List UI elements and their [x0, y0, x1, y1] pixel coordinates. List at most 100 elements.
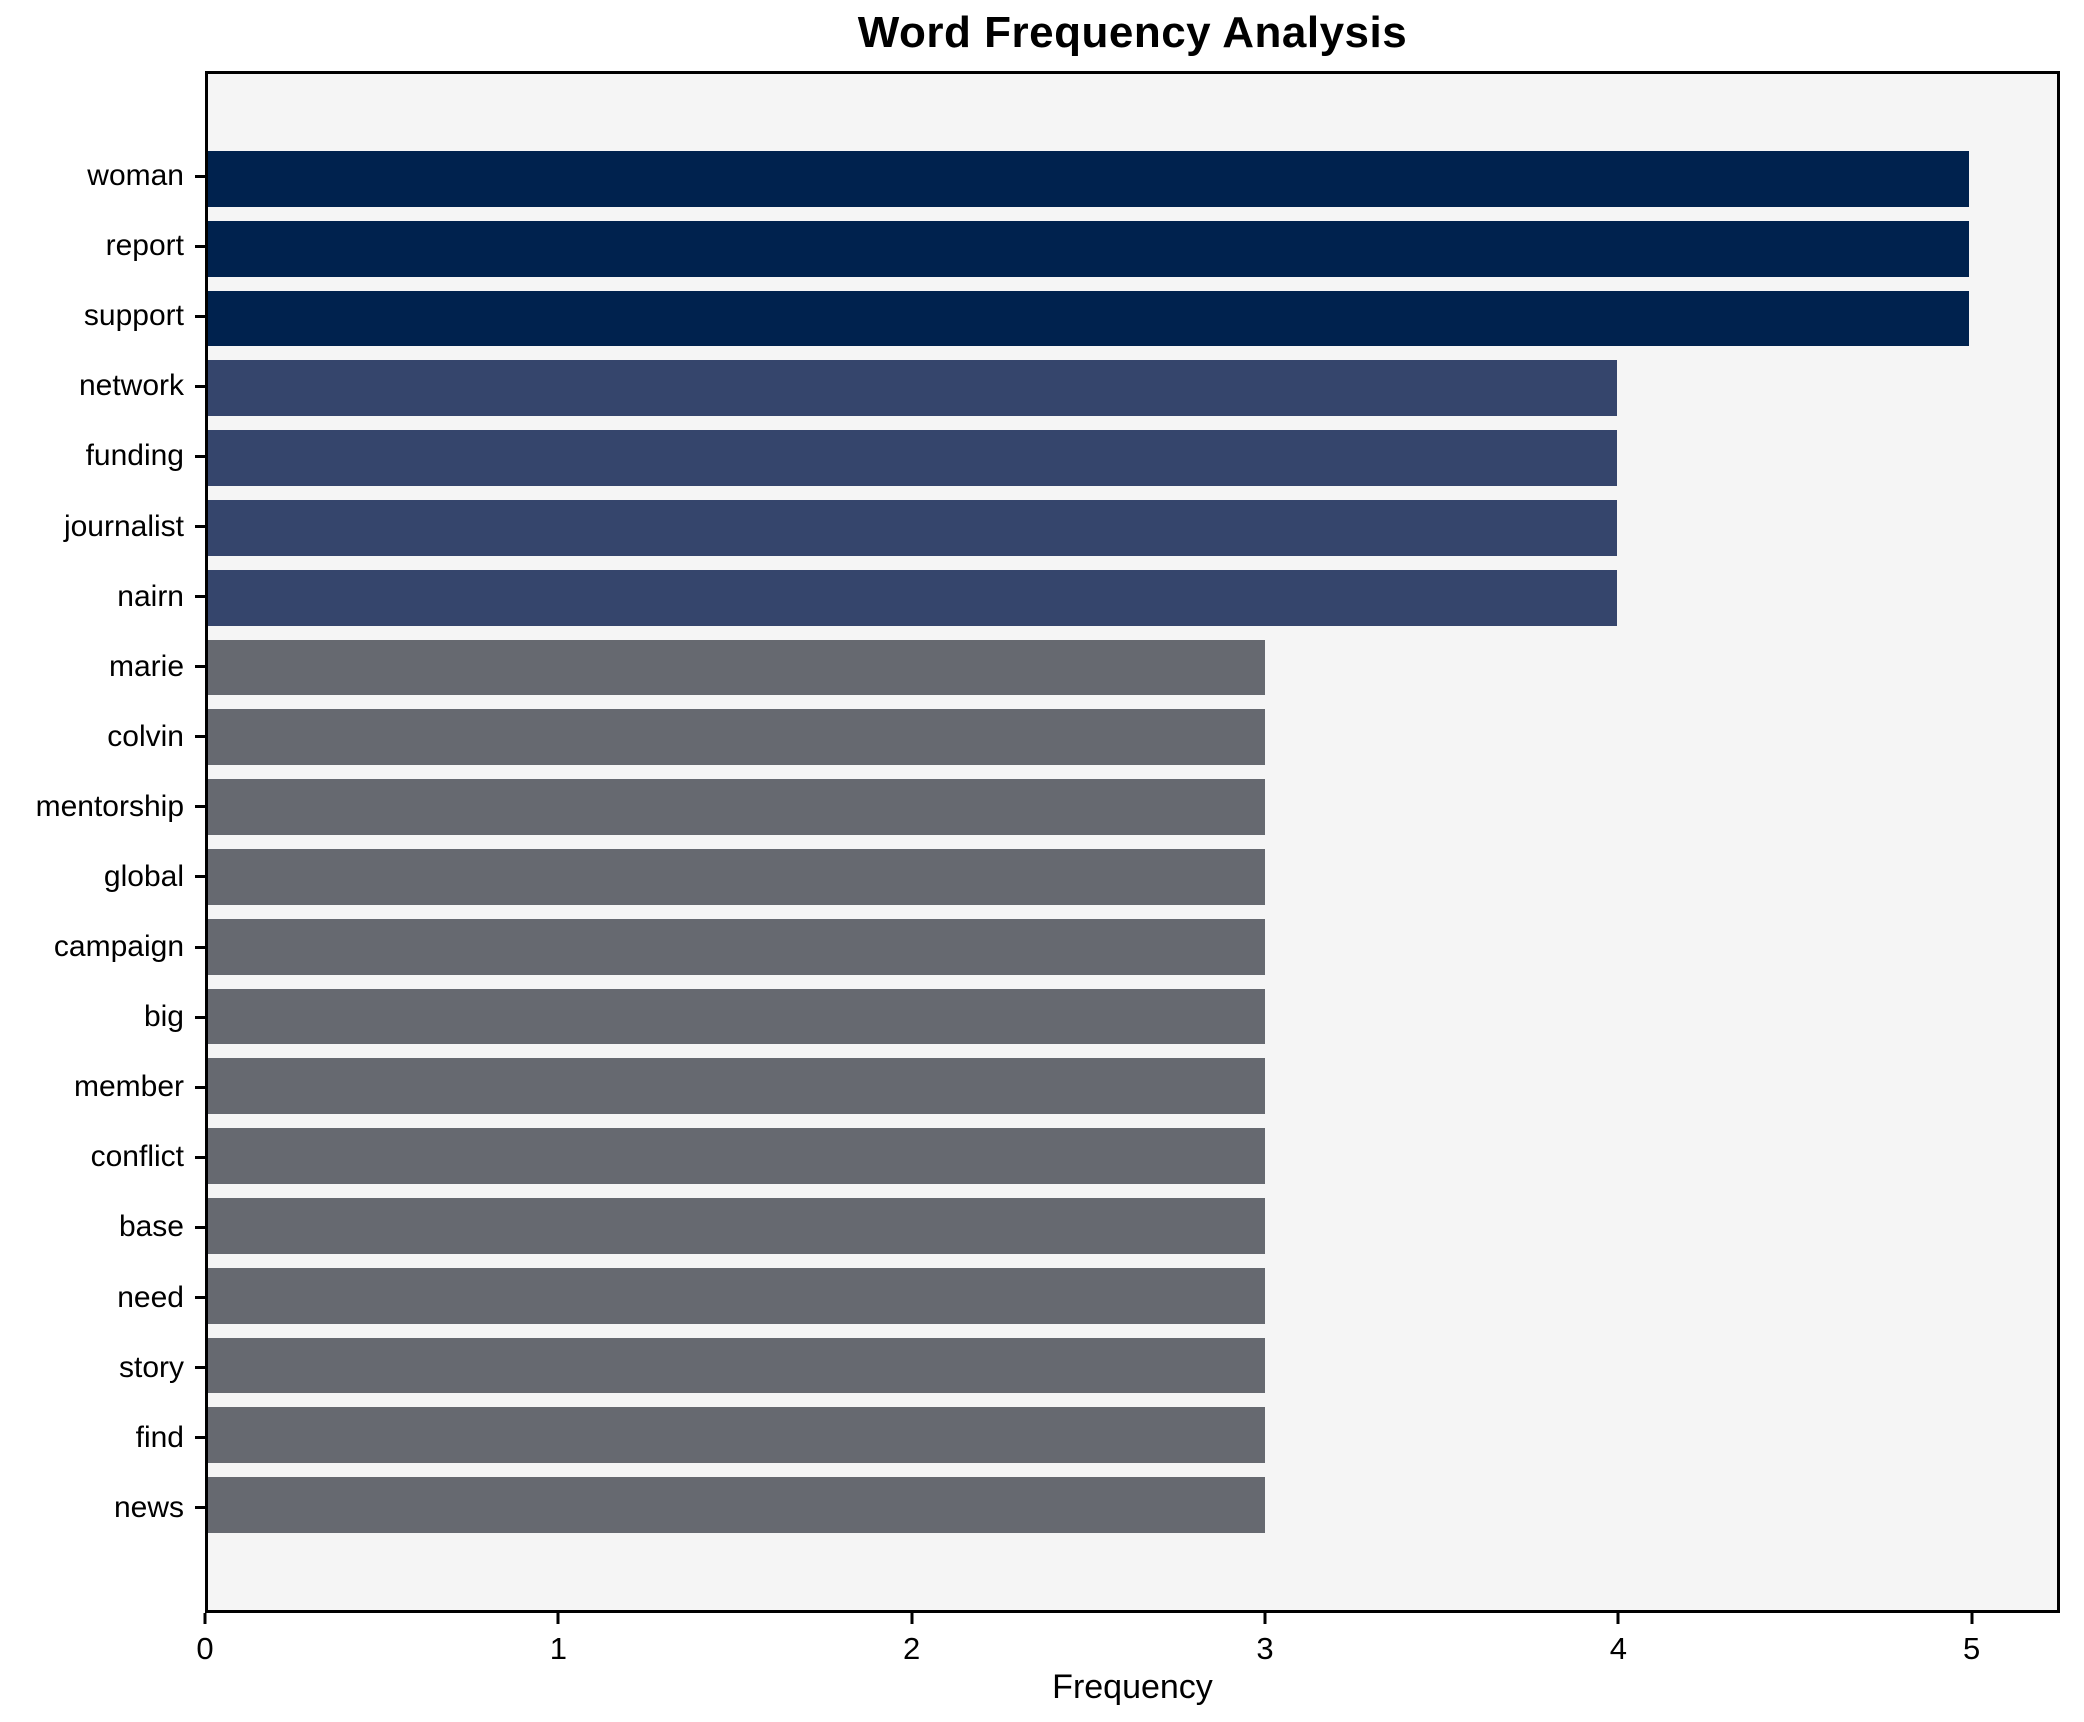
bar-row: [208, 1470, 2057, 1540]
x-tick-label-2: 2: [903, 1631, 921, 1666]
bar-row: [208, 493, 2057, 563]
y-label-row: nairn: [0, 562, 205, 632]
chart-title: Word Frequency Analysis: [857, 8, 1408, 57]
bar-network: [208, 360, 1617, 417]
bar-campaign: [208, 918, 1265, 975]
y-label-row: colvin: [0, 702, 205, 772]
plot-area: [205, 71, 2060, 1613]
bar-row: [208, 563, 2057, 633]
y-axis-labels: woman report support network funding journali…: [0, 71, 205, 1613]
y-label-row: conflict: [0, 1122, 205, 1192]
y-tick-label-network: network: [78, 369, 184, 403]
bar-row: [208, 633, 2057, 703]
x-tick-mark: [203, 1613, 207, 1624]
y-tick-mark: [195, 1155, 205, 1159]
y-tick-label-story: story: [118, 1350, 184, 1384]
bar-mentorship: [208, 779, 1265, 835]
y-tick-mark: [195, 665, 205, 669]
bar-marie: [208, 639, 1265, 696]
y-tick-label-colvin: colvin: [107, 719, 184, 753]
bar-need: [208, 1267, 1265, 1324]
y-tick-label-nairn: nairn: [117, 579, 184, 613]
x-tick-label-5: 5: [1963, 1631, 1981, 1666]
y-tick-mark: [195, 1015, 205, 1019]
y-tick-label-funding: funding: [85, 439, 184, 473]
bar-row: [208, 702, 2057, 772]
y-label-row: news: [0, 1473, 205, 1543]
y-tick-label-find: find: [135, 1420, 184, 1454]
y-tick-mark: [195, 1296, 205, 1300]
bar-story: [208, 1337, 1265, 1394]
y-tick-mark: [195, 1506, 205, 1510]
y-label-row: funding: [0, 421, 205, 491]
bar-row: [208, 842, 2057, 912]
y-tick-label-report: report: [105, 229, 184, 263]
y-tick-mark: [195, 805, 205, 809]
bar-support: [208, 290, 1969, 347]
y-tick-mark: [195, 525, 205, 529]
y-tick-mark: [195, 1366, 205, 1370]
y-tick-mark: [195, 314, 205, 318]
bar-big: [208, 988, 1265, 1045]
bars-layer: [208, 74, 2057, 1610]
y-label-row: base: [0, 1192, 205, 1262]
bar-row: [208, 423, 2057, 493]
y-label-row: report: [0, 211, 205, 281]
y-tick-label-campaign: campaign: [53, 930, 184, 964]
y-tick-mark: [195, 945, 205, 949]
bar-row: [208, 353, 2057, 423]
y-tick-label-woman: woman: [87, 159, 184, 193]
y-tick-label-big: big: [143, 1000, 184, 1034]
bar-global: [208, 848, 1265, 905]
y-tick-mark: [195, 735, 205, 739]
bar-row: [208, 912, 2057, 982]
x-tick-label-3: 3: [1256, 1631, 1274, 1666]
y-label-row: journalist: [0, 491, 205, 561]
y-tick-label-conflict: conflict: [90, 1140, 184, 1174]
y-tick-mark: [195, 875, 205, 879]
bar-funding: [208, 430, 1617, 486]
bar-row: [208, 1261, 2057, 1331]
bar-row: [208, 1331, 2057, 1401]
bar-member: [208, 1058, 1265, 1115]
x-tick-mark: [1970, 1613, 1974, 1624]
y-label-row: mentorship: [0, 772, 205, 842]
y-label-row: marie: [0, 632, 205, 702]
y-label-row: member: [0, 1052, 205, 1122]
y-tick-mark: [195, 1436, 205, 1440]
x-tick-label-4: 4: [1609, 1631, 1627, 1666]
y-label-row: woman: [0, 141, 205, 211]
y-tick-mark: [195, 454, 205, 458]
y-tick-mark: [195, 174, 205, 178]
x-tick-mark: [1263, 1613, 1267, 1624]
x-axis-title: Frequency: [1052, 1668, 1213, 1706]
bar-woman: [208, 150, 1969, 207]
bar-journalist: [208, 499, 1617, 556]
y-tick-mark: [195, 384, 205, 388]
y-label-row: network: [0, 351, 205, 421]
bar-row: [208, 772, 2057, 842]
bar-colvin: [208, 709, 1265, 766]
bar-base: [208, 1197, 1265, 1254]
y-label-row: global: [0, 842, 205, 912]
bar-row: [208, 214, 2057, 284]
bar-row: [208, 1051, 2057, 1121]
y-tick-mark: [195, 595, 205, 599]
x-tick-mark: [910, 1613, 914, 1624]
bar-row: [208, 1400, 2057, 1470]
y-label-row: support: [0, 281, 205, 351]
x-tick-label-0: 0: [196, 1631, 214, 1666]
y-tick-label-support: support: [83, 299, 184, 333]
y-label-row: story: [0, 1333, 205, 1403]
bar-row: [208, 284, 2057, 354]
bar-report: [208, 220, 1969, 277]
y-tick-label-member: member: [73, 1070, 184, 1104]
x-tick-mark: [1616, 1613, 1620, 1624]
y-tick-label-news: news: [113, 1490, 184, 1524]
y-label-row: find: [0, 1403, 205, 1473]
y-tick-mark: [195, 1085, 205, 1089]
bar-find: [208, 1407, 1265, 1464]
y-label-row: need: [0, 1263, 205, 1333]
bar-row: [208, 1121, 2057, 1191]
